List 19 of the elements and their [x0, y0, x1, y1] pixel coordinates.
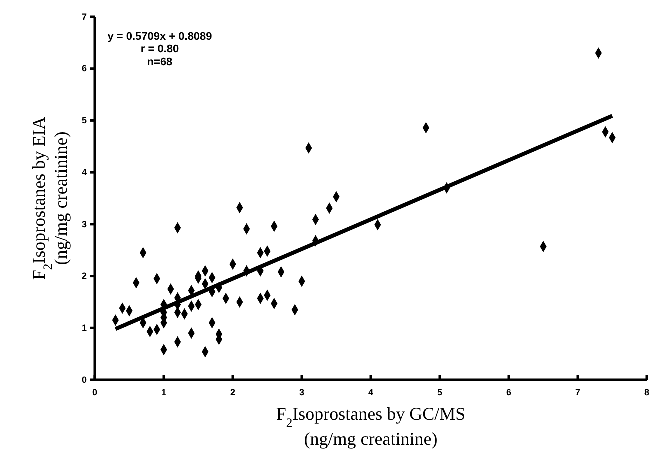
- y-tick-label: 4: [82, 167, 87, 178]
- x-tick-label: 2: [230, 388, 236, 398]
- x-tick-label: 8: [644, 388, 650, 398]
- y-tick-label: 0: [82, 374, 87, 385]
- x-axis-title: F$_{2}$Isoprostanes by GC/MS (ng/mg creatinine): [276, 404, 466, 449]
- x-tick-label: 7: [575, 388, 581, 398]
- y-tick-label: 6: [82, 64, 87, 74]
- x-tick-label: 1: [161, 388, 167, 398]
- y-tick-label: 5: [82, 116, 87, 126]
- x-tick-label: 3: [299, 388, 305, 398]
- x-tick-label: 4: [368, 388, 374, 398]
- x-tick-label: 5: [437, 388, 443, 398]
- y-tick-label: 2: [82, 271, 87, 282]
- y-tick-label: 1: [82, 323, 87, 334]
- y-tick-label: 7: [82, 12, 87, 22]
- x-tick-label: 6: [506, 388, 512, 398]
- y-tick-label: 3: [82, 219, 87, 230]
- annotation: y = 0.5709x + 0.8089 r = 0.80 n=68: [108, 31, 212, 68]
- x-tick-label: 0: [92, 388, 98, 398]
